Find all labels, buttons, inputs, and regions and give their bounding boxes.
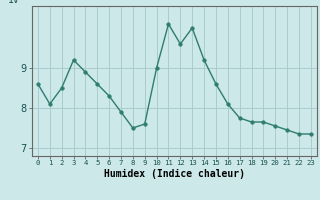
Text: 1v: 1v — [7, 0, 19, 5]
X-axis label: Humidex (Indice chaleur): Humidex (Indice chaleur) — [104, 169, 245, 179]
